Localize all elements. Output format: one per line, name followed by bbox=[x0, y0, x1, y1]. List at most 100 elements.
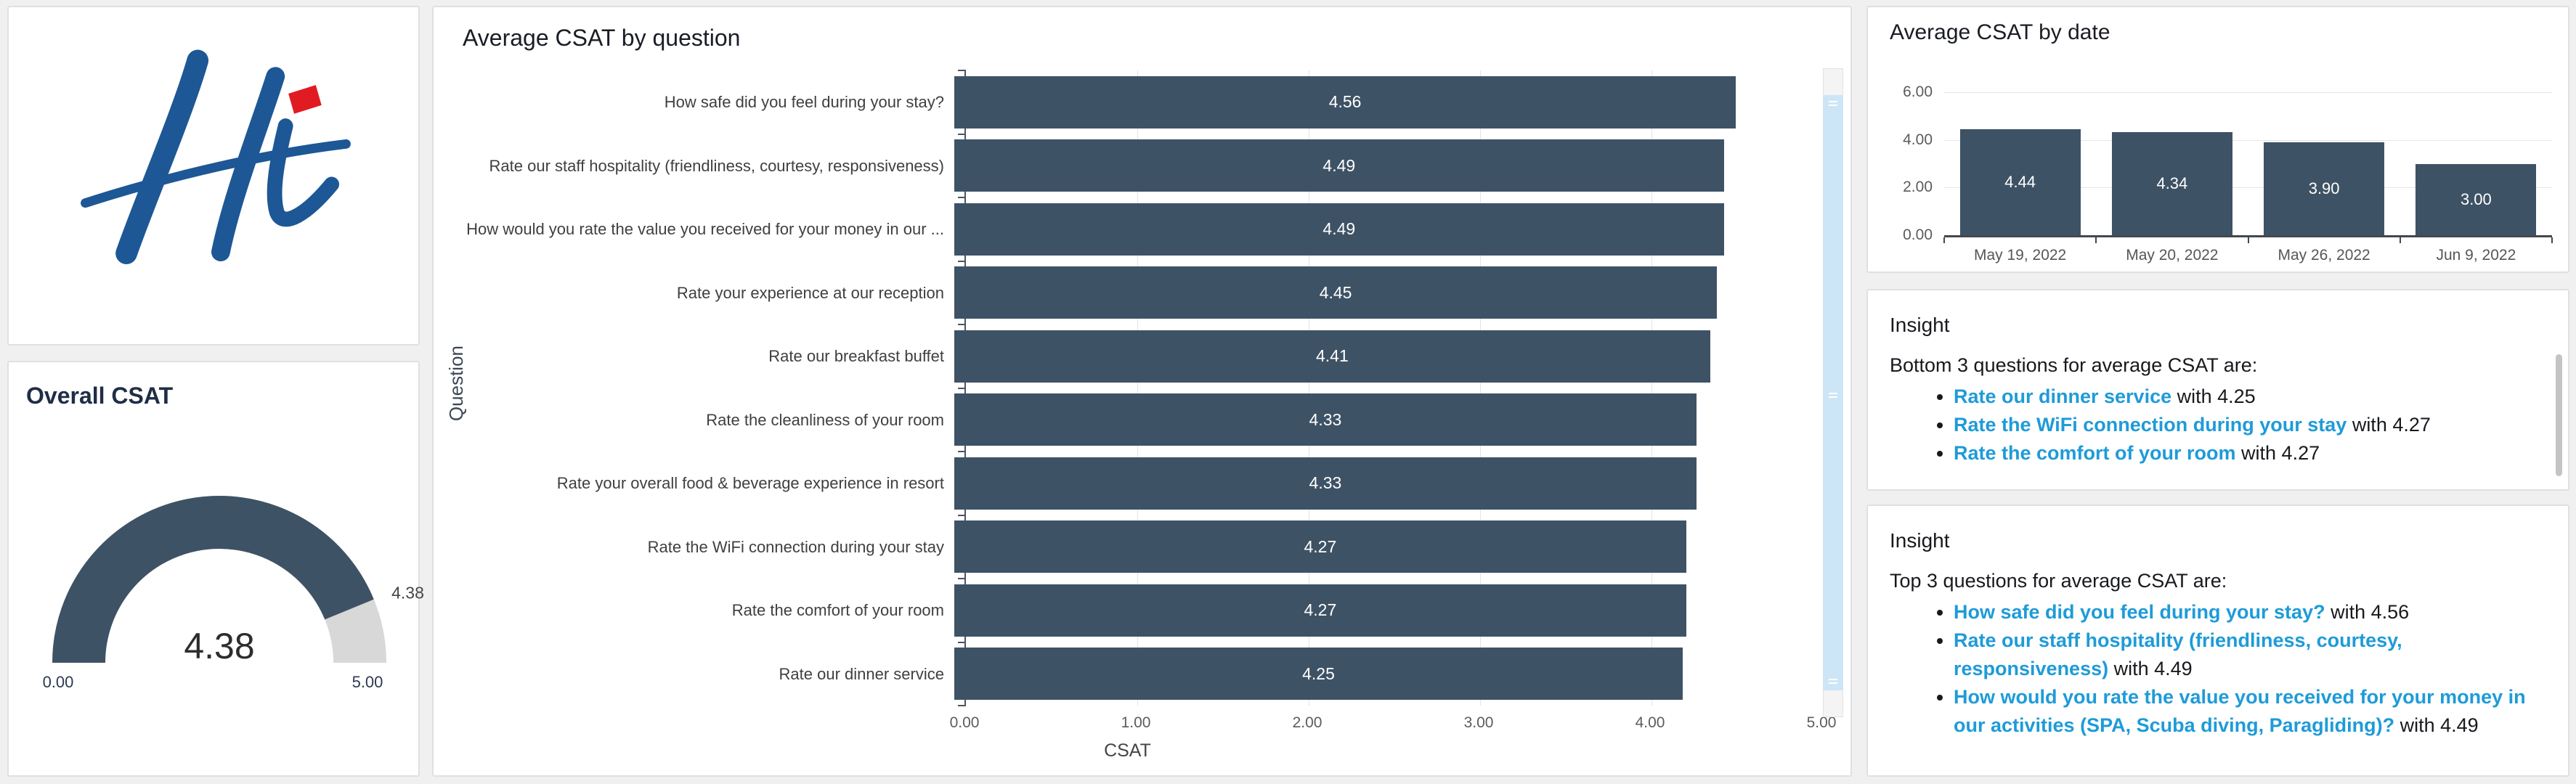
question-chart-scrollbar[interactable] bbox=[1823, 68, 1843, 717]
y-tick-label: 2.00 bbox=[1903, 179, 1933, 196]
question-bar[interactable]: 4.41 bbox=[954, 330, 1710, 383]
gridline bbox=[1944, 92, 2552, 93]
date-category-label: May 20, 2022 bbox=[2126, 247, 2219, 264]
date-bar-value: 3.90 bbox=[2308, 179, 2340, 197]
y-tick-label: 0.00 bbox=[1903, 226, 1933, 243]
question-bar[interactable]: 4.33 bbox=[954, 457, 1697, 510]
question-bar-value: 4.49 bbox=[1322, 155, 1356, 175]
insight-question-link[interactable]: Rate the comfort of your room bbox=[1954, 442, 2236, 464]
insight-item-value: with 4.49 bbox=[2108, 658, 2193, 679]
date-bar[interactable]: 4.44 bbox=[1959, 129, 2081, 235]
question-bar-value: 4.49 bbox=[1322, 219, 1356, 239]
date-bar-value: 4.44 bbox=[2004, 173, 2036, 192]
csat-gauge[interactable]: 4.38 0.00 5.00 4.38 bbox=[9, 362, 424, 775]
insight-top-title: Insight bbox=[1890, 529, 1950, 552]
question-bar[interactable]: 4.45 bbox=[954, 266, 1718, 319]
question-bar[interactable]: 4.27 bbox=[954, 584, 1686, 637]
insight-item: How safe did you feel during your stay? … bbox=[1954, 598, 2535, 626]
insight-item: How would you rate the value you receive… bbox=[1954, 683, 2535, 740]
question-bar-value: 4.33 bbox=[1309, 473, 1342, 493]
axis-tick bbox=[2247, 237, 2249, 243]
x-tick-label: 4.00 bbox=[1635, 714, 1665, 731]
insight-item-value: with 4.27 bbox=[2347, 414, 2431, 436]
question-row: Rate your experience at our reception 4.4… bbox=[463, 261, 1821, 325]
scrollbar-down-cap[interactable] bbox=[1823, 690, 1843, 717]
insight-question-link[interactable]: Rate our staff hospitality (friendliness… bbox=[1954, 629, 2402, 679]
axis-tick bbox=[958, 514, 966, 516]
gridline bbox=[1944, 187, 2552, 189]
question-row: Rate the WiFi connection during your sta… bbox=[463, 515, 1821, 579]
question-category-label: Rate the comfort of your room bbox=[731, 601, 944, 620]
question-category-label: Rate the cleanliness of your room bbox=[706, 410, 944, 429]
question-bar[interactable]: 4.49 bbox=[954, 203, 1724, 256]
question-bar[interactable]: 4.49 bbox=[954, 139, 1724, 192]
question-bar-zone: 4.27 bbox=[954, 579, 1811, 642]
hotel-logo-icon bbox=[81, 49, 351, 264]
question-bar[interactable]: 4.33 bbox=[954, 393, 1697, 446]
x-tick-label: 3.00 bbox=[1463, 714, 1494, 731]
axis-tick bbox=[958, 578, 966, 579]
question-row: Rate your overall food & beverage experi… bbox=[463, 452, 1821, 515]
date-bar-group: 3.00 bbox=[2400, 92, 2552, 235]
question-row: Rate our staff hospitality (friendliness… bbox=[463, 134, 1821, 198]
insight-question-link[interactable]: How safe did you feel during your stay? bbox=[1954, 601, 2325, 623]
question-row: Rate the cleanliness of your room 4.33 bbox=[463, 388, 1821, 452]
question-row: How would you rate the value you receive… bbox=[463, 197, 1821, 261]
insight-item: Rate the comfort of your room with 4.27 bbox=[1954, 439, 2535, 467]
date-bar[interactable]: 3.90 bbox=[2264, 142, 2385, 235]
question-bar-value: 4.41 bbox=[1315, 346, 1349, 366]
question-bar[interactable]: 4.56 bbox=[954, 75, 1736, 128]
insight-item-value: with 4.49 bbox=[2394, 714, 2479, 736]
question-category-label: Rate our breakfast buffet bbox=[768, 347, 944, 366]
question-row: How safe did you feel during your stay? 4… bbox=[463, 70, 1821, 134]
date-bars: 4.44 4.34 3.90 3.00 bbox=[1944, 92, 2552, 235]
question-row: Rate the comfort of your room 4.27 bbox=[463, 579, 1821, 642]
question-bar[interactable]: 4.25 bbox=[954, 648, 1683, 701]
x-tick-label: 1.00 bbox=[1121, 714, 1151, 731]
logo-red-diamond bbox=[288, 85, 322, 114]
date-bar-group: 4.34 bbox=[2096, 92, 2248, 235]
question-bar-value: 4.27 bbox=[1304, 536, 1337, 556]
gridline bbox=[1480, 70, 1481, 706]
insight-bottom-list: Rate our dinner service with 4.25 Rate th… bbox=[1933, 383, 2535, 467]
question-chart-title: Average CSAT by question bbox=[463, 25, 741, 51]
question-bar-zone: 4.49 bbox=[954, 197, 1811, 261]
insight-bottom-title: Insight bbox=[1890, 314, 1950, 336]
question-bar[interactable]: 4.27 bbox=[954, 520, 1686, 573]
question-bar-zone: 4.27 bbox=[954, 515, 1811, 579]
question-category-label: Rate your experience at our reception bbox=[676, 283, 944, 302]
insight-question-link[interactable]: Rate the WiFi connection during your sta… bbox=[1954, 414, 2347, 436]
scrollbar-up-cap[interactable] bbox=[1823, 68, 1843, 96]
insight-top-intro: Top 3 questions for average CSAT are: bbox=[1890, 570, 2227, 592]
insight-scrollbar-thumb[interactable] bbox=[2556, 354, 2562, 476]
insight-bottom-intro: Bottom 3 questions for average CSAT are: bbox=[1890, 354, 2258, 376]
axis-tick bbox=[958, 260, 966, 262]
axis-tick bbox=[2399, 237, 2401, 243]
insight-question-link[interactable]: How would you rate the value you receive… bbox=[1954, 686, 2526, 736]
question-bar-value: 4.45 bbox=[1319, 282, 1352, 302]
date-bar[interactable]: 4.34 bbox=[2111, 131, 2232, 235]
question-category-label: Rate your overall food & beverage experi… bbox=[556, 474, 944, 493]
insight-item: Rate the WiFi connection during your sta… bbox=[1954, 411, 2535, 439]
axis-tick bbox=[958, 641, 966, 643]
axis-tick bbox=[958, 324, 966, 325]
axis-tick bbox=[2551, 237, 2553, 243]
question-bar-value: 4.27 bbox=[1304, 600, 1337, 620]
gridline bbox=[1944, 139, 2552, 141]
question-category-label: Rate our dinner service bbox=[779, 664, 944, 683]
date-bar[interactable]: 3.00 bbox=[2415, 163, 2537, 235]
logo-card bbox=[7, 6, 420, 346]
question-chart-card: Average CSAT by question Question How sa… bbox=[432, 6, 1852, 777]
date-chart-plot: 6.00 4.00 2.00 0.00 4.44 4.34 3.90 3.00 bbox=[1903, 83, 2553, 243]
scrollbar-thumb[interactable] bbox=[1823, 95, 1843, 690]
question-row: Rate our dinner service 4.25 bbox=[463, 642, 1821, 706]
date-category-label: May 26, 2022 bbox=[2278, 247, 2370, 264]
gauge-arc[interactable] bbox=[9, 362, 421, 775]
insight-item: Rate our staff hospitality (friendliness… bbox=[1954, 626, 2535, 683]
insight-question-link[interactable]: Rate our dinner service bbox=[1954, 385, 2172, 407]
gauge-card: Overall CSAT 4.38 0.00 5.00 4.38 bbox=[7, 361, 424, 777]
insight-item-value: with 4.27 bbox=[2235, 442, 2320, 464]
scrollbar-grip bbox=[1829, 101, 1837, 102]
question-bar-zone: 4.33 bbox=[954, 388, 1811, 452]
